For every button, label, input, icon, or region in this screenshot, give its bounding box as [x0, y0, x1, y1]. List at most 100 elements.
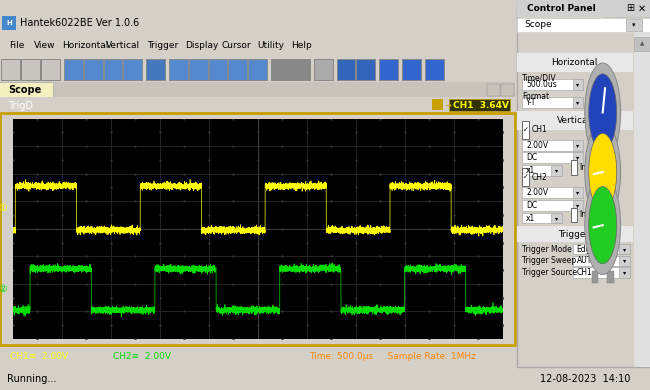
FancyBboxPatch shape — [189, 59, 207, 80]
FancyBboxPatch shape — [41, 59, 60, 80]
Bar — [592, 271, 599, 283]
Bar — [449, 99, 510, 111]
Text: TrigD: TrigD — [8, 101, 32, 111]
Text: Utility: Utility — [257, 41, 285, 50]
FancyBboxPatch shape — [21, 59, 40, 80]
Text: Scope: Scope — [8, 85, 42, 95]
Text: H: H — [6, 20, 12, 26]
Bar — [573, 200, 584, 211]
Bar — [517, 53, 632, 72]
Text: Control Panel: Control Panel — [527, 4, 596, 13]
Bar — [2, 16, 16, 30]
Bar — [620, 15, 633, 31]
Bar — [607, 159, 614, 170]
FancyBboxPatch shape — [146, 59, 165, 80]
Bar — [432, 99, 443, 110]
FancyBboxPatch shape — [402, 59, 421, 80]
Circle shape — [585, 63, 621, 162]
Bar — [592, 159, 599, 170]
Circle shape — [589, 187, 617, 264]
Bar — [551, 165, 562, 176]
Bar — [522, 200, 584, 211]
Circle shape — [589, 74, 617, 151]
Text: Cursor: Cursor — [222, 41, 252, 50]
Bar — [522, 152, 584, 163]
Text: Invert: Invert — [579, 211, 602, 220]
FancyBboxPatch shape — [0, 82, 53, 96]
Text: ─: ─ — [609, 18, 614, 28]
FancyBboxPatch shape — [229, 59, 247, 80]
Text: Hantek6022BE Ver 1.0.6: Hantek6022BE Ver 1.0.6 — [20, 18, 139, 28]
Bar — [522, 79, 584, 90]
Text: →: → — [445, 101, 451, 110]
Bar — [522, 165, 562, 176]
Bar — [607, 218, 614, 230]
Text: Trigger Sweep: Trigger Sweep — [522, 256, 576, 265]
Text: Edge: Edge — [577, 245, 596, 254]
Bar — [634, 32, 650, 367]
Text: ▾: ▾ — [555, 216, 558, 221]
Text: Vertical: Vertical — [557, 116, 591, 125]
Bar — [573, 187, 584, 199]
Bar — [522, 213, 562, 223]
Text: ✕: ✕ — [638, 4, 646, 13]
Text: Display: Display — [185, 41, 219, 50]
Bar — [517, 226, 632, 243]
Text: x1: x1 — [526, 214, 536, 223]
Bar — [551, 213, 562, 223]
Bar — [573, 244, 630, 254]
Bar — [634, 37, 650, 51]
Text: ✓: ✓ — [523, 127, 528, 133]
FancyBboxPatch shape — [424, 59, 443, 80]
Text: Horizontal: Horizontal — [62, 41, 109, 50]
Text: Y-T: Y-T — [526, 98, 536, 107]
FancyBboxPatch shape — [271, 59, 290, 80]
Text: ▾: ▾ — [555, 168, 558, 173]
Circle shape — [585, 122, 621, 221]
Text: ▾: ▾ — [577, 203, 580, 208]
Text: 2.00V: 2.00V — [526, 188, 548, 197]
Text: Vertical: Vertical — [106, 41, 140, 50]
FancyBboxPatch shape — [291, 59, 310, 80]
Bar — [571, 207, 577, 222]
Text: ⊞: ⊞ — [626, 4, 634, 13]
Text: ▾: ▾ — [623, 258, 626, 263]
Text: ①: ① — [0, 203, 7, 213]
Text: T: T — [0, 389, 1, 390]
FancyBboxPatch shape — [124, 59, 142, 80]
Bar — [571, 160, 577, 174]
Text: ✓: ✓ — [523, 174, 528, 180]
Text: File: File — [9, 41, 25, 50]
Text: ▾: ▾ — [623, 270, 626, 275]
FancyBboxPatch shape — [64, 59, 83, 80]
Text: Time/DIV: Time/DIV — [522, 73, 556, 82]
Text: 12-08-2023  14:10: 12-08-2023 14:10 — [540, 374, 630, 384]
Text: Scope: Scope — [525, 21, 552, 30]
Text: DC: DC — [526, 153, 537, 162]
Text: ▾: ▾ — [577, 143, 580, 148]
FancyBboxPatch shape — [103, 59, 122, 80]
Text: Trigger: Trigger — [558, 230, 590, 239]
Text: 2.00V: 2.00V — [526, 141, 548, 150]
Text: CH1  3.64V: CH1 3.64V — [452, 101, 508, 110]
Bar — [619, 244, 630, 254]
Bar — [487, 84, 500, 96]
Text: View: View — [34, 41, 55, 50]
Text: CH2≡  2.00V: CH2≡ 2.00V — [113, 351, 172, 361]
Text: ▾: ▾ — [577, 82, 580, 87]
Text: ▾: ▾ — [623, 246, 626, 252]
Text: Horizontal: Horizontal — [551, 58, 597, 67]
FancyBboxPatch shape — [1, 59, 20, 80]
Circle shape — [589, 133, 617, 211]
Text: ▾: ▾ — [632, 22, 636, 28]
Bar — [635, 15, 648, 31]
Text: DC: DC — [526, 201, 537, 210]
Text: Time: 500.0μs     Sample Rate: 1MHz: Time: 500.0μs Sample Rate: 1MHz — [309, 351, 476, 361]
Text: ▾: ▾ — [577, 190, 580, 195]
Text: Trigger Mode: Trigger Mode — [522, 245, 572, 254]
FancyBboxPatch shape — [356, 59, 375, 80]
Text: CH1: CH1 — [532, 125, 547, 134]
FancyBboxPatch shape — [379, 59, 398, 80]
Bar — [626, 19, 642, 31]
Bar — [573, 140, 584, 151]
